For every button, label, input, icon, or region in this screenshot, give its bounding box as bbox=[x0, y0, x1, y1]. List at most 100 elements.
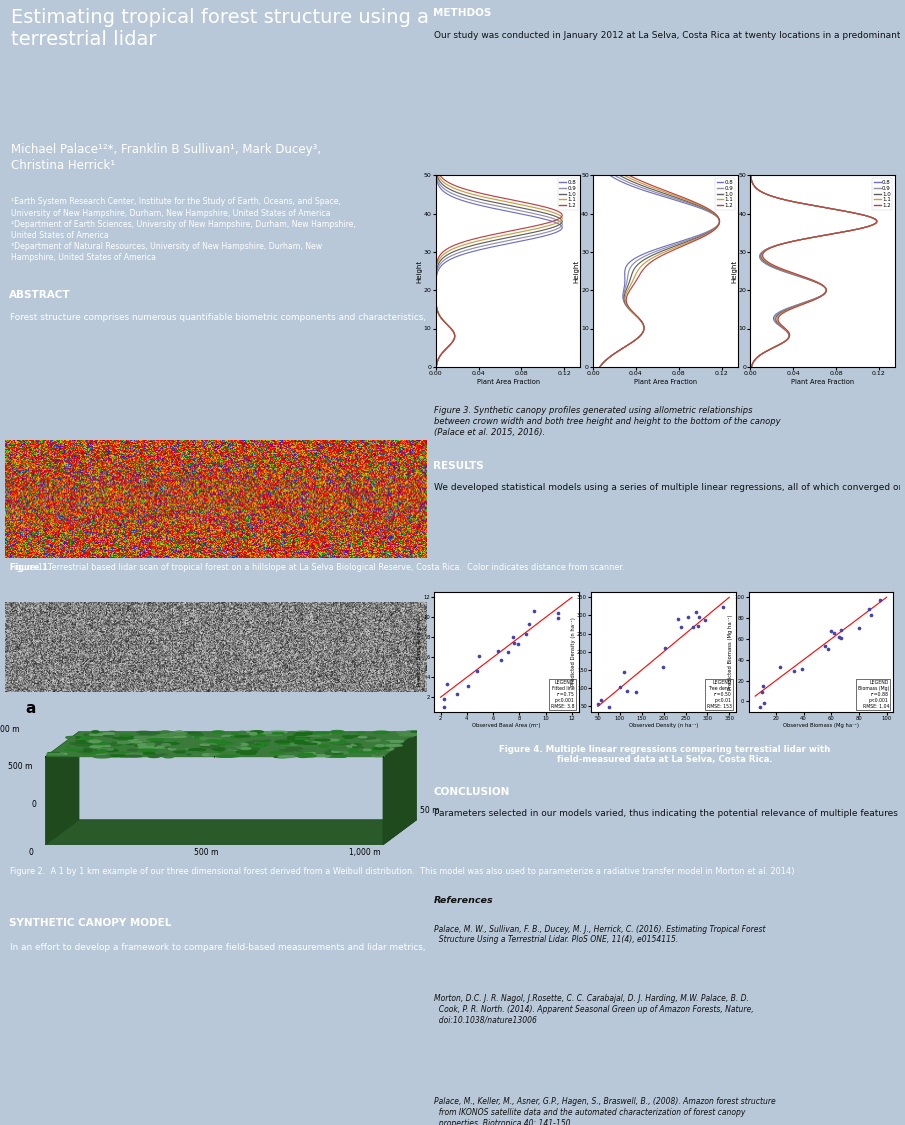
Ellipse shape bbox=[331, 730, 344, 732]
Ellipse shape bbox=[367, 750, 381, 752]
Polygon shape bbox=[45, 731, 79, 845]
Text: 50 m: 50 m bbox=[420, 807, 440, 816]
Ellipse shape bbox=[332, 750, 340, 753]
Ellipse shape bbox=[125, 755, 142, 757]
Ellipse shape bbox=[75, 744, 93, 746]
Ellipse shape bbox=[296, 731, 311, 734]
Ellipse shape bbox=[338, 752, 348, 754]
Ellipse shape bbox=[48, 753, 60, 754]
Point bbox=[795, 660, 809, 678]
Ellipse shape bbox=[170, 732, 185, 734]
Ellipse shape bbox=[94, 745, 110, 746]
Ellipse shape bbox=[76, 742, 93, 744]
Ellipse shape bbox=[106, 734, 118, 736]
Ellipse shape bbox=[309, 739, 319, 741]
Ellipse shape bbox=[152, 736, 163, 738]
Ellipse shape bbox=[359, 737, 376, 739]
Ellipse shape bbox=[336, 756, 343, 757]
Ellipse shape bbox=[298, 755, 309, 757]
Ellipse shape bbox=[288, 739, 304, 741]
Ellipse shape bbox=[137, 731, 150, 734]
Ellipse shape bbox=[156, 736, 169, 738]
Ellipse shape bbox=[89, 740, 100, 742]
Ellipse shape bbox=[212, 748, 229, 750]
Text: Figure 2.  A 1 by 1 km example of our three dimensional forest derived from a We: Figure 2. A 1 by 1 km example of our thr… bbox=[10, 867, 794, 876]
Text: ABSTRACT: ABSTRACT bbox=[9, 290, 71, 299]
Ellipse shape bbox=[215, 749, 227, 750]
Point bbox=[551, 604, 566, 622]
Ellipse shape bbox=[337, 749, 355, 750]
Ellipse shape bbox=[372, 755, 385, 757]
Ellipse shape bbox=[211, 740, 225, 742]
Ellipse shape bbox=[79, 745, 93, 748]
Ellipse shape bbox=[176, 753, 191, 755]
Ellipse shape bbox=[146, 752, 161, 754]
Text: a: a bbox=[25, 701, 35, 716]
Ellipse shape bbox=[89, 734, 106, 736]
Point bbox=[616, 663, 631, 681]
Ellipse shape bbox=[251, 731, 263, 732]
Point bbox=[672, 610, 686, 628]
Point bbox=[470, 662, 484, 680]
Ellipse shape bbox=[253, 740, 271, 741]
Ellipse shape bbox=[206, 740, 221, 742]
Ellipse shape bbox=[330, 748, 344, 749]
Ellipse shape bbox=[262, 732, 273, 734]
Ellipse shape bbox=[200, 747, 210, 748]
Ellipse shape bbox=[319, 745, 329, 747]
Ellipse shape bbox=[234, 736, 250, 737]
Ellipse shape bbox=[53, 754, 67, 755]
Y-axis label: Predicted Density (n ha⁻¹): Predicted Density (n ha⁻¹) bbox=[570, 618, 576, 686]
Ellipse shape bbox=[233, 748, 246, 750]
Ellipse shape bbox=[347, 745, 357, 747]
Ellipse shape bbox=[176, 736, 186, 737]
Ellipse shape bbox=[293, 735, 307, 736]
Ellipse shape bbox=[272, 732, 284, 734]
Text: Palace, M., Keller, M., Asner, G.P., Hagen, S., Braswell, B., (2008). Amazon for: Palace, M., Keller, M., Asner, G.P., Hag… bbox=[434, 1097, 776, 1125]
Ellipse shape bbox=[300, 740, 307, 741]
Point bbox=[437, 698, 452, 716]
Ellipse shape bbox=[84, 734, 99, 736]
Ellipse shape bbox=[323, 750, 331, 753]
Ellipse shape bbox=[157, 745, 165, 747]
Ellipse shape bbox=[327, 739, 339, 741]
Ellipse shape bbox=[103, 736, 113, 737]
Point bbox=[602, 698, 616, 716]
Ellipse shape bbox=[224, 737, 231, 739]
Ellipse shape bbox=[188, 748, 205, 752]
Ellipse shape bbox=[375, 753, 382, 755]
Ellipse shape bbox=[333, 748, 348, 750]
Text: 0: 0 bbox=[28, 848, 33, 857]
Point bbox=[681, 608, 695, 626]
Ellipse shape bbox=[396, 731, 410, 734]
Point bbox=[698, 611, 712, 629]
Ellipse shape bbox=[246, 748, 260, 750]
Ellipse shape bbox=[236, 752, 246, 753]
Point bbox=[821, 640, 835, 658]
Ellipse shape bbox=[190, 752, 199, 754]
Ellipse shape bbox=[143, 753, 155, 754]
Ellipse shape bbox=[250, 738, 265, 739]
Ellipse shape bbox=[200, 744, 210, 746]
Ellipse shape bbox=[359, 736, 370, 738]
Ellipse shape bbox=[157, 735, 174, 737]
Ellipse shape bbox=[175, 740, 186, 742]
Ellipse shape bbox=[203, 754, 212, 756]
Ellipse shape bbox=[135, 745, 149, 746]
Ellipse shape bbox=[358, 737, 367, 738]
Ellipse shape bbox=[90, 746, 101, 748]
Ellipse shape bbox=[310, 749, 327, 752]
Polygon shape bbox=[45, 820, 416, 845]
Ellipse shape bbox=[117, 741, 129, 744]
Ellipse shape bbox=[149, 735, 162, 737]
Point bbox=[755, 683, 769, 701]
Ellipse shape bbox=[214, 753, 225, 755]
Ellipse shape bbox=[285, 747, 296, 749]
Ellipse shape bbox=[91, 731, 99, 732]
Point bbox=[658, 639, 672, 657]
Text: 500 m: 500 m bbox=[194, 848, 218, 857]
Text: RESULTS: RESULTS bbox=[433, 461, 484, 470]
Ellipse shape bbox=[326, 756, 338, 757]
Polygon shape bbox=[383, 731, 416, 845]
Ellipse shape bbox=[317, 734, 331, 735]
